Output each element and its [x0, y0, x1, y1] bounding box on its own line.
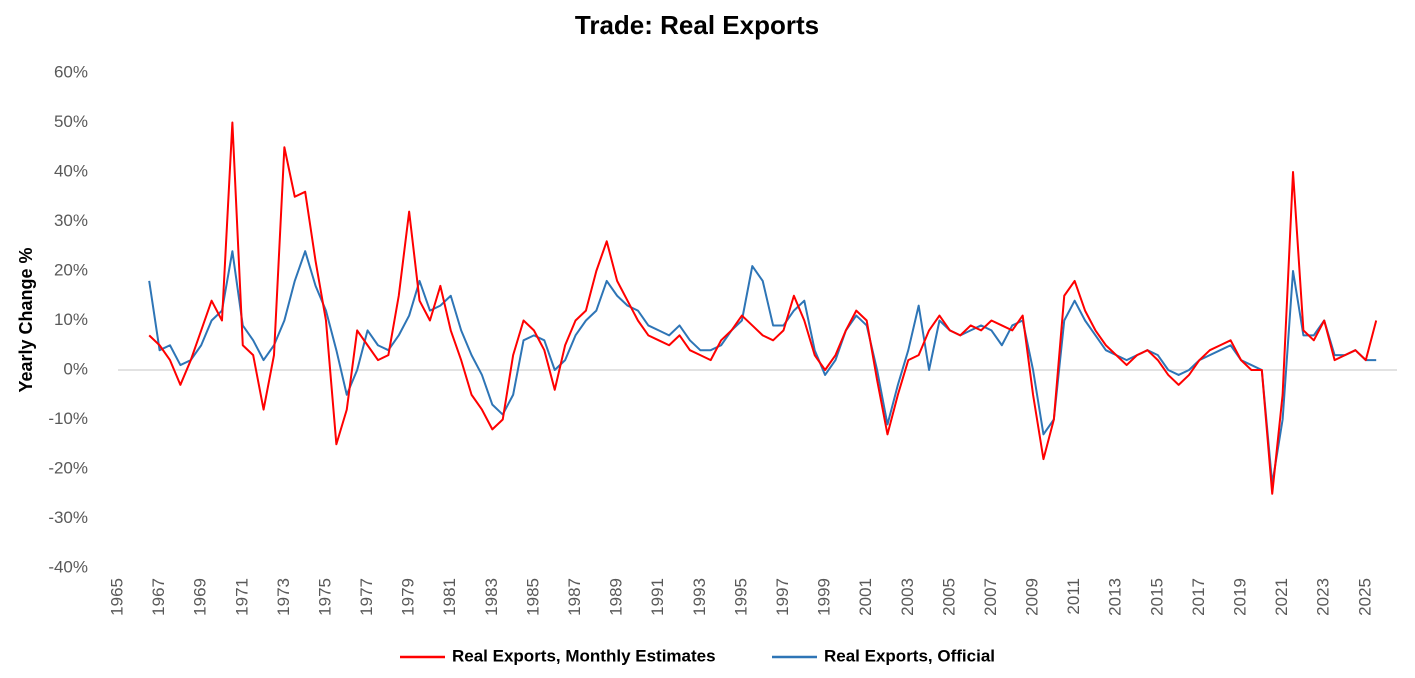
- x-tick-label: 2005: [939, 578, 958, 616]
- data-line: [148, 121, 1378, 495]
- x-tick-label: 1971: [232, 578, 251, 616]
- y-tick-label: 0%: [63, 359, 88, 378]
- x-tick-label: 2021: [1272, 578, 1291, 616]
- y-tick-label: 10%: [54, 310, 88, 329]
- x-tick-label: 1997: [773, 578, 792, 616]
- y-axis-label: Yearly Change %: [16, 247, 36, 392]
- x-tick-label: 2025: [1355, 578, 1374, 616]
- x-tick-label: 1977: [357, 578, 376, 616]
- x-tick-label: 1993: [690, 578, 709, 616]
- x-tick-label: 1991: [648, 578, 667, 616]
- x-tick-label: 2007: [981, 578, 1000, 616]
- data-line: [148, 250, 1377, 485]
- x-tick-label: 1989: [607, 578, 626, 616]
- x-tick-label: 1981: [440, 578, 459, 616]
- x-tick-label: 1999: [815, 578, 834, 616]
- x-tick-label: 2015: [1147, 578, 1166, 616]
- y-tick-label: 50%: [54, 112, 88, 131]
- y-tick-label: 40%: [54, 161, 88, 180]
- y-tick-label: -20%: [48, 458, 88, 477]
- y-tick-label: 60%: [54, 62, 88, 81]
- y-tick-label: -40%: [48, 557, 88, 576]
- legend-label: Real Exports, Official: [824, 646, 995, 665]
- x-tick-label: 1967: [149, 578, 168, 616]
- x-tick-label: 1987: [565, 578, 584, 616]
- y-tick-label: 30%: [54, 211, 88, 230]
- x-tick-label: 1979: [399, 578, 418, 616]
- y-tick-label: -10%: [48, 409, 88, 428]
- x-tick-label: 1975: [315, 578, 334, 616]
- x-tick-label: 1985: [523, 578, 542, 616]
- x-tick-label: 2001: [856, 578, 875, 616]
- legend-label: Real Exports, Monthly Estimates: [452, 646, 716, 665]
- x-tick-label: 2013: [1106, 578, 1125, 616]
- x-tick-label: 1983: [482, 578, 501, 616]
- x-tick-label: 2003: [898, 578, 917, 616]
- x-tick-label: 1995: [731, 578, 750, 616]
- x-tick-label: 2011: [1064, 578, 1083, 615]
- chart-title: Trade: Real Exports: [575, 10, 819, 40]
- x-tick-label: 1973: [274, 578, 293, 616]
- x-tick-label: 2009: [1023, 578, 1042, 616]
- x-tick-label: 2023: [1314, 578, 1333, 616]
- x-tick-label: 1969: [191, 578, 210, 616]
- x-tick-label: 2019: [1231, 578, 1250, 616]
- y-tick-label: 20%: [54, 260, 88, 279]
- y-tick-label: -30%: [48, 508, 88, 527]
- x-tick-label: 1965: [107, 578, 126, 616]
- x-tick-label: 2017: [1189, 578, 1208, 616]
